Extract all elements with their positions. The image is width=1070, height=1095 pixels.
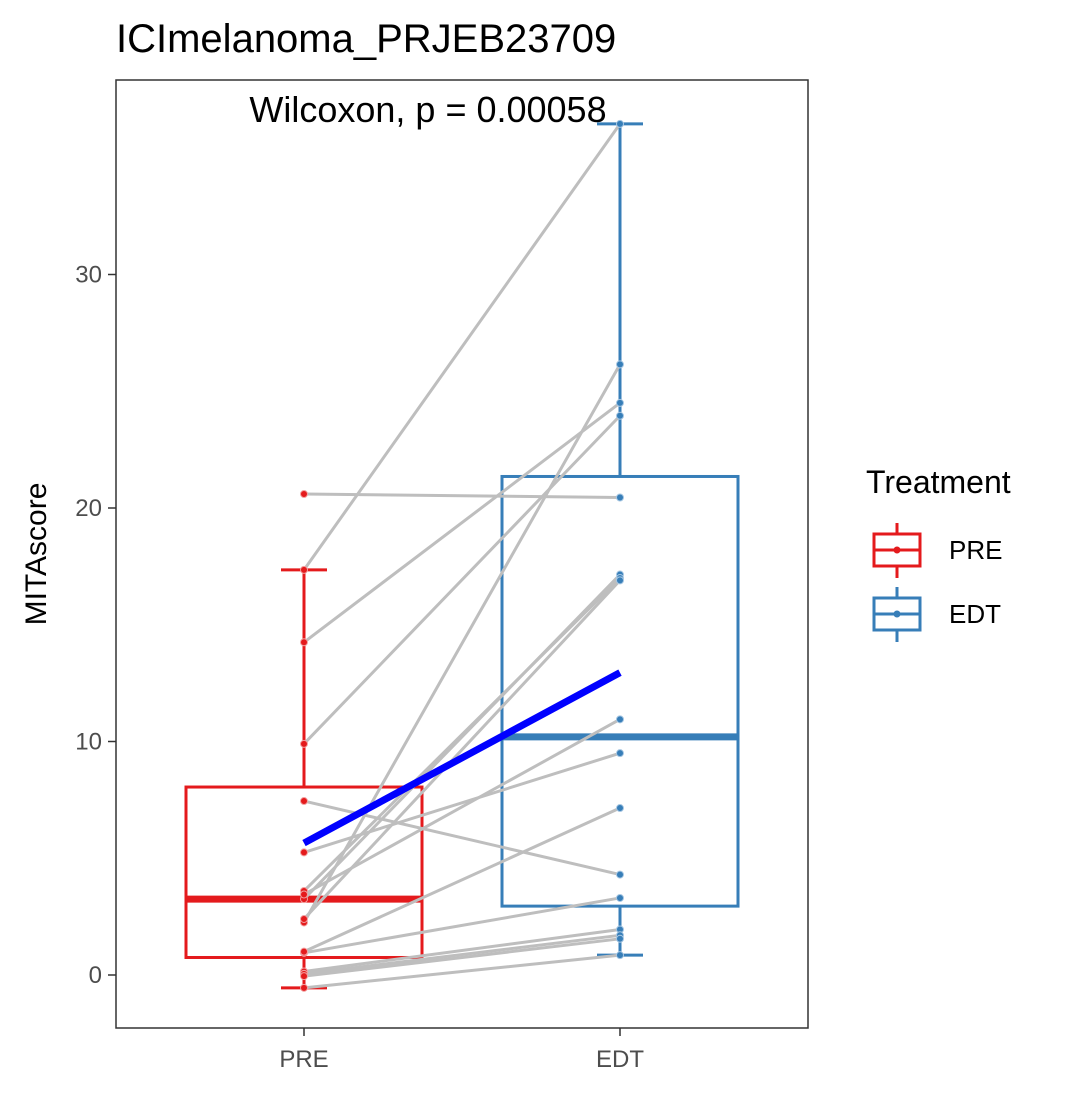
chart-title: ICImelanoma_PRJEB23709	[116, 17, 616, 61]
box-edt	[500, 122, 740, 957]
point-pre	[300, 983, 308, 992]
point-edt	[616, 804, 624, 813]
point-edt	[616, 576, 624, 585]
point-pre	[300, 797, 308, 806]
mean-trend-line	[302, 669, 622, 847]
point-edt	[616, 951, 624, 960]
box-iqr	[184, 785, 424, 959]
pair-line	[302, 896, 622, 955]
legend: Treatment PRE EDT	[866, 464, 1011, 642]
data-points	[300, 119, 624, 992]
y-tick-label: 0	[89, 962, 102, 989]
pair-line	[302, 492, 622, 499]
legend-label: EDT	[949, 599, 1001, 629]
point-pre	[300, 489, 308, 498]
point-edt	[616, 870, 624, 879]
plot-layer	[184, 119, 740, 992]
y-tick-label: 30	[75, 262, 102, 289]
point-edt	[616, 749, 624, 758]
y-tick-label: 20	[75, 495, 102, 522]
point-pre	[300, 890, 308, 899]
point-edt	[616, 119, 624, 128]
plot-panel	[115, 79, 809, 1029]
pair-line	[302, 927, 622, 973]
pair-line	[302, 806, 622, 954]
y-tick-label: 10	[75, 729, 102, 756]
point-pre	[300, 739, 308, 748]
legend-key-point	[893, 546, 901, 554]
legend-title: Treatment	[866, 464, 1011, 500]
pair-line	[302, 751, 622, 854]
point-pre	[300, 638, 308, 647]
box-iqr	[500, 474, 740, 908]
point-edt	[616, 934, 624, 943]
pair-line	[302, 933, 622, 976]
point-edt	[616, 715, 624, 724]
y-axis-title: MITAscore	[20, 483, 53, 626]
point-edt	[616, 398, 624, 407]
x-tick-label: PRE	[279, 1046, 328, 1073]
point-edt	[616, 493, 624, 502]
pair-line	[302, 953, 622, 990]
point-pre	[300, 914, 308, 923]
pair-line	[302, 717, 622, 896]
point-pre	[300, 565, 308, 574]
x-tick-label: EDT	[596, 1046, 644, 1073]
legend-key-pre: PRE	[872, 523, 1002, 578]
pair-line	[302, 414, 622, 746]
pair-line	[302, 578, 622, 921]
axis-layer: 0 10 20 30 PRE EDT	[75, 262, 644, 1074]
legend-key-point	[893, 610, 901, 618]
pair-line	[302, 576, 622, 893]
point-pre	[300, 947, 308, 956]
point-pre	[300, 848, 308, 857]
pair-line	[302, 362, 622, 924]
pair-line	[302, 937, 622, 978]
legend-key-edt: EDT	[872, 587, 1001, 642]
paired-lines	[302, 122, 622, 990]
point-edt	[616, 360, 624, 369]
point-edt	[616, 411, 624, 420]
pair-line	[302, 401, 622, 644]
point-pre	[300, 972, 308, 981]
legend-label: PRE	[949, 535, 1002, 565]
wilcoxon-annotation: Wilcoxon, p = 0.00058	[249, 89, 606, 130]
point-edt	[616, 893, 624, 902]
